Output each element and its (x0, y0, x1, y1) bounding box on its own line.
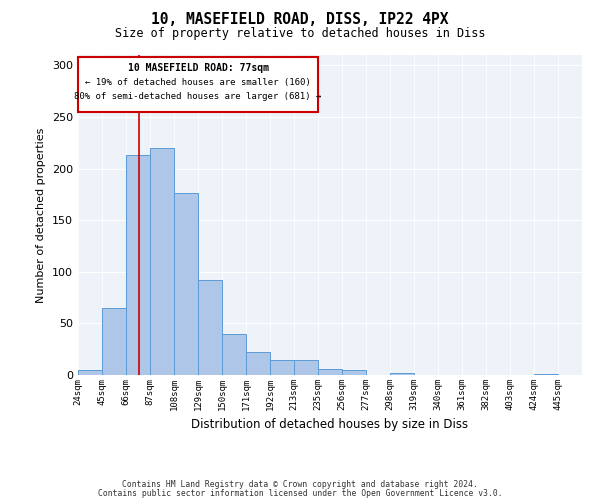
Bar (534, 374, 558, 375)
Text: Size of property relative to detached houses in Diss: Size of property relative to detached ho… (115, 28, 485, 40)
Bar (342, 370, 366, 375)
Bar (198, 280, 222, 375)
Text: 80% of semi-detached houses are larger (681) →: 80% of semi-detached houses are larger (… (74, 92, 322, 101)
Bar (150, 148, 174, 375)
Bar (246, 352, 270, 375)
Text: 10, MASEFIELD ROAD, DISS, IP22 4PX: 10, MASEFIELD ROAD, DISS, IP22 4PX (151, 12, 449, 28)
Bar (78, 370, 102, 375)
Bar (318, 369, 342, 375)
Text: ← 19% of detached houses are smaller (160): ← 19% of detached houses are smaller (16… (85, 78, 311, 86)
X-axis label: Distribution of detached houses by size in Diss: Distribution of detached houses by size … (191, 418, 469, 432)
Bar (126, 155, 150, 375)
Bar (222, 334, 246, 375)
FancyBboxPatch shape (78, 57, 318, 112)
Y-axis label: Number of detached properties: Number of detached properties (37, 128, 46, 302)
Bar (294, 360, 318, 375)
Bar (174, 194, 198, 375)
Text: Contains public sector information licensed under the Open Government Licence v3: Contains public sector information licen… (98, 488, 502, 498)
Bar (102, 308, 126, 375)
Bar (390, 373, 414, 375)
Text: Contains HM Land Registry data © Crown copyright and database right 2024.: Contains HM Land Registry data © Crown c… (122, 480, 478, 489)
Bar (270, 360, 294, 375)
Text: 10 MASEFIELD ROAD: 77sqm: 10 MASEFIELD ROAD: 77sqm (128, 64, 269, 74)
